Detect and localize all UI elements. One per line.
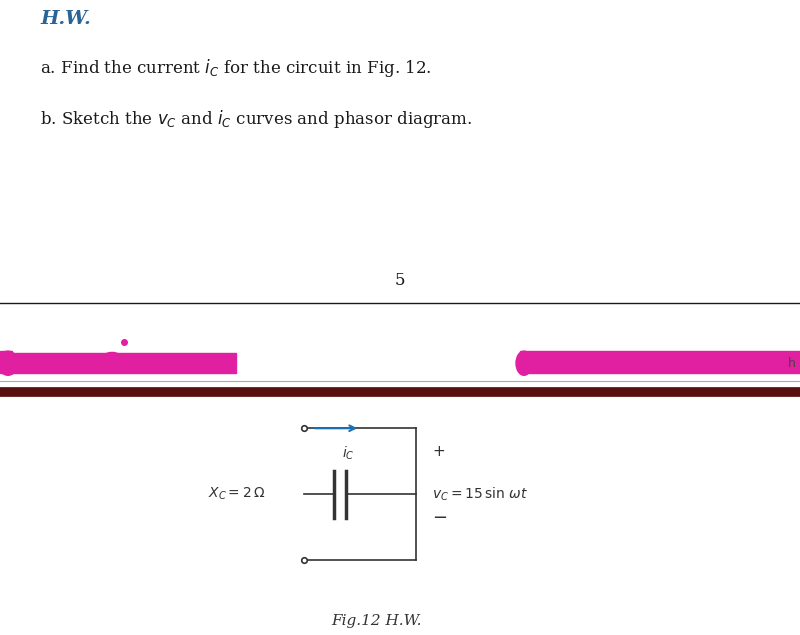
Text: $X_C = 2\,\Omega$: $X_C = 2\,\Omega$	[208, 486, 266, 502]
Ellipse shape	[100, 352, 124, 371]
Ellipse shape	[0, 351, 18, 375]
Text: a. Find the current $i_C$ for the circuit in Fig. 12.: a. Find the current $i_C$ for the circui…	[40, 57, 431, 79]
Text: +: +	[432, 444, 445, 459]
Ellipse shape	[516, 351, 532, 375]
Text: $i_C$: $i_C$	[342, 444, 354, 462]
Text: Fig.12 H.W.: Fig.12 H.W.	[330, 614, 422, 628]
Bar	[12, 353, 236, 373]
Text: −: −	[432, 509, 447, 526]
Text: $v_C = 15\,\sin\,\omega t$: $v_C = 15\,\sin\,\omega t$	[432, 485, 528, 503]
Text: H.W.: H.W.	[40, 10, 90, 28]
Bar	[0, 351, 12, 373]
Text: 5: 5	[394, 272, 406, 290]
Text: h: h	[788, 357, 796, 370]
Bar	[520, 351, 800, 373]
Text: b. Sketch the $v_C$ and $i_C$ curves and phasor diagram.: b. Sketch the $v_C$ and $i_C$ curves and…	[40, 108, 472, 130]
